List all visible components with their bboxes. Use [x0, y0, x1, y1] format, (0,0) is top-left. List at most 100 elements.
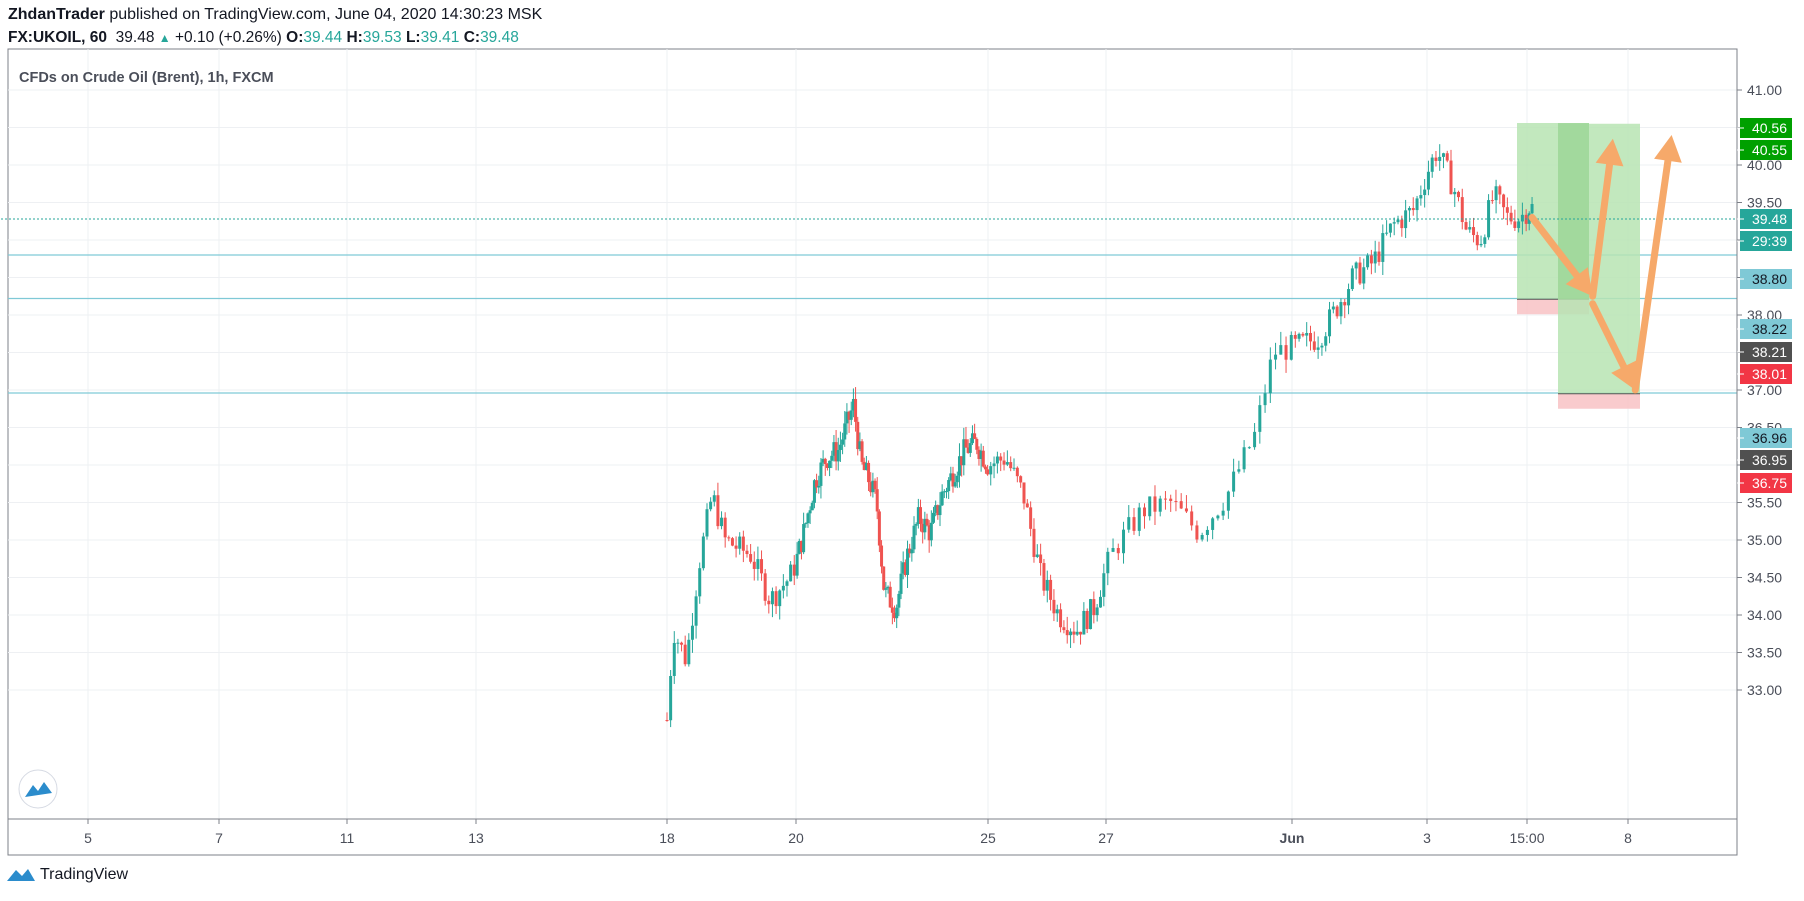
- footer-brand[interactable]: TradingView: [6, 866, 128, 884]
- candle-body: [951, 473, 955, 487]
- candle-body: [767, 600, 771, 605]
- candle-body: [942, 491, 946, 493]
- candle-body: [1369, 255, 1373, 264]
- candle-body: [1284, 345, 1288, 360]
- candle-body: [1163, 498, 1167, 500]
- long-position-stop-zone[interactable]: [1558, 393, 1640, 409]
- author-name[interactable]: ZhdanTrader: [8, 6, 105, 23]
- candle-body: [836, 449, 840, 462]
- candle-body: [910, 549, 914, 554]
- candle-body: [799, 540, 803, 553]
- candle-body: [882, 566, 886, 590]
- candle-body: [1102, 573, 1106, 597]
- candle-body: [738, 536, 742, 549]
- candle-body: [1324, 336, 1328, 346]
- time-axis[interactable]: 5 7 11 13 18 20 25 27 Jun 3 15:00 8: [84, 819, 1632, 846]
- price-label-text: 40.56: [1752, 120, 1787, 136]
- grid: [8, 49, 1737, 819]
- x-tick-label: 7: [215, 830, 223, 846]
- candle-body: [1005, 462, 1009, 465]
- price-label-countdown: [1740, 231, 1792, 251]
- candle-body: [864, 462, 868, 471]
- candle-body: [934, 505, 938, 513]
- candle-body: [1022, 482, 1026, 504]
- arrows[interactable]: [1528, 135, 1682, 394]
- open-value: 39.44: [303, 29, 343, 46]
- candle-body: [806, 513, 810, 524]
- candle-body: [1423, 189, 1427, 196]
- candle-body: [940, 491, 944, 506]
- candle-body: [873, 480, 877, 490]
- candle-body: [749, 554, 753, 562]
- price-label-text: 40.55: [1752, 142, 1787, 158]
- candle-body: [815, 480, 819, 488]
- candle-body: [1472, 227, 1476, 236]
- arrow-head: [1595, 138, 1624, 167]
- candle-body: [1062, 627, 1066, 631]
- candle-body: [669, 675, 673, 721]
- candle-body: [955, 475, 959, 483]
- candle-body: [1274, 354, 1278, 360]
- candle-body: [929, 522, 933, 541]
- candle-body: [1362, 267, 1366, 284]
- candle-body: [899, 573, 903, 594]
- candle-body: [716, 495, 720, 527]
- last-price: 39.48: [115, 29, 155, 46]
- candle-body: [1343, 302, 1347, 306]
- candle-body: [1055, 609, 1059, 614]
- y-tick-label: 34.50: [1747, 570, 1782, 586]
- candle-body: [1434, 157, 1438, 161]
- candle-body: [862, 461, 866, 471]
- candle-body: [1350, 268, 1354, 290]
- candle-body: [1468, 227, 1472, 230]
- candle-body: [1426, 171, 1430, 190]
- trend-arrow[interactable]: [1589, 161, 1614, 300]
- candle-body: [975, 438, 979, 450]
- candle-body: [992, 463, 996, 467]
- candle-body: [781, 585, 785, 591]
- chart-title: CFDs on Crude Oil (Brent), 1h, FXCM: [19, 70, 274, 86]
- candle-body: [1174, 500, 1178, 502]
- ohlc-bar: FX:UKOIL, 60 39.48 ▲ +0.10 (+0.26%) O:39…: [8, 29, 519, 47]
- candle-body: [1301, 333, 1305, 336]
- price-label-text: 39.48: [1752, 211, 1787, 227]
- trend-arrow[interactable]: [1589, 300, 1628, 371]
- candle-body: [1242, 447, 1246, 470]
- candle-body: [834, 442, 838, 462]
- low-value: 39.41: [420, 29, 460, 46]
- candle-body: [1316, 347, 1320, 350]
- trend-arrow[interactable]: [1528, 214, 1581, 280]
- candle-body: [923, 518, 927, 533]
- x-tick-label: 20: [788, 830, 804, 846]
- close-label: C:: [463, 29, 481, 46]
- candle-body: [694, 596, 698, 626]
- x-tick-label: 27: [1098, 830, 1114, 846]
- candle-body: [672, 642, 676, 676]
- price-label-line: [1740, 269, 1792, 289]
- candle-body: [808, 510, 812, 514]
- symbol-label: FX:UKOIL, 60: [8, 29, 108, 46]
- candle-body: [886, 586, 890, 589]
- candle-body: [823, 458, 827, 465]
- candle-body: [1490, 200, 1494, 202]
- candle-body: [1312, 341, 1316, 350]
- tradingview-logo-button[interactable]: [18, 769, 58, 809]
- candle-body: [1190, 511, 1194, 526]
- y-tick-label: 33.00: [1747, 682, 1782, 698]
- candle-body: [665, 720, 669, 721]
- price-axis[interactable]: 33.0033.5034.0034.5035.0035.5036.0036.50…: [1737, 82, 1782, 698]
- candle-body: [867, 462, 871, 483]
- candle-body: [854, 398, 858, 422]
- candle-body: [884, 588, 888, 590]
- candle-body: [1049, 579, 1053, 600]
- candle-body: [1373, 251, 1377, 264]
- candle-body: [871, 480, 875, 493]
- candle-body: [727, 537, 731, 539]
- candle-body: [1039, 554, 1043, 564]
- candle-body: [1216, 515, 1220, 519]
- candle-body: [916, 507, 920, 525]
- candle-body: [843, 423, 847, 440]
- trend-arrow[interactable]: [1631, 157, 1672, 394]
- candle-body: [1226, 491, 1230, 511]
